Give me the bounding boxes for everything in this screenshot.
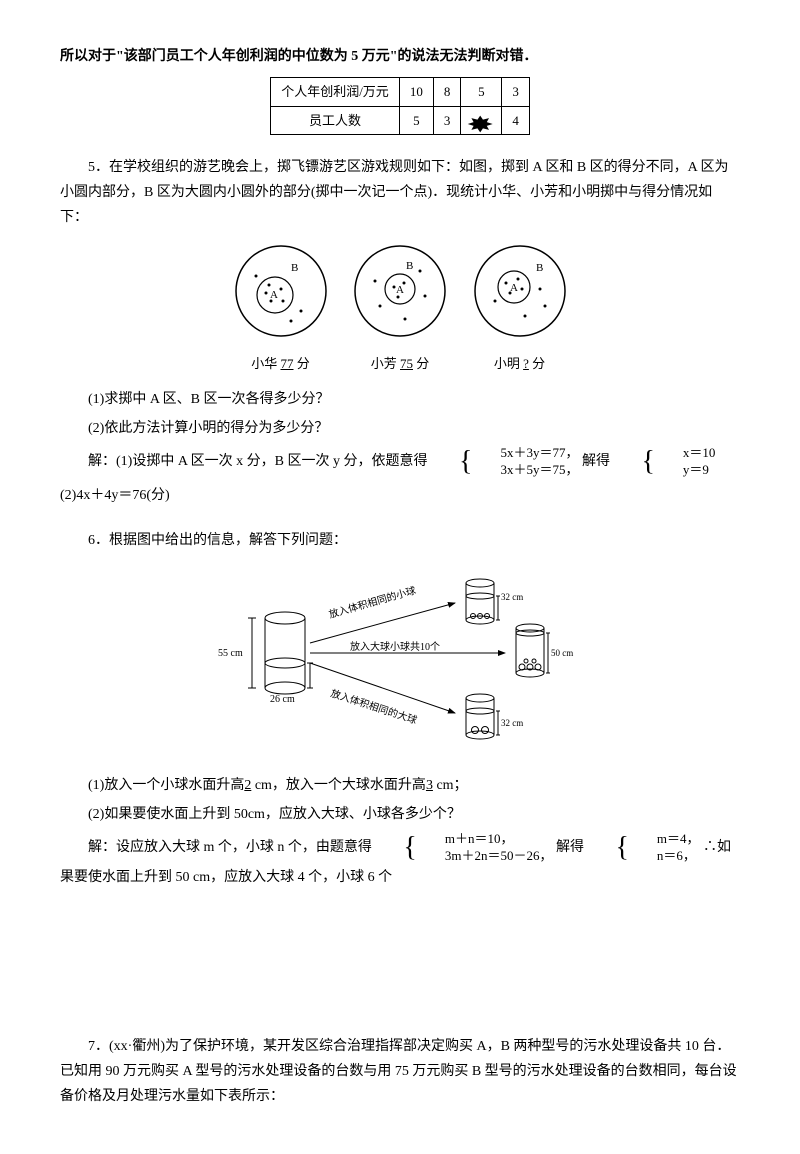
starburst-icon — [471, 111, 491, 125]
fang-score: 75 — [400, 356, 413, 371]
cell-starburst — [461, 106, 502, 134]
cell: 3 — [502, 78, 530, 106]
svg-text:B: B — [536, 262, 543, 274]
svg-text:B: B — [406, 260, 413, 272]
cell: 4 — [502, 106, 530, 134]
svg-text:A: A — [396, 284, 404, 296]
q6-sub1: (1)放入一个小球水面升高2 cm，放入一个大球水面升高3 cm； — [60, 773, 740, 798]
solution-set: { x＝10 y＝9 — [613, 445, 715, 479]
cell: 5 — [461, 78, 502, 106]
svg-text:55 cm: 55 cm — [218, 648, 243, 659]
svg-text:50 cm: 50 cm — [551, 648, 573, 658]
q5-text: 5．在学校组织的游艺晚会上，掷飞镖游艺区游戏规则如下：如图，掷到 A 区和 B … — [60, 155, 740, 231]
cell: 8 — [433, 78, 461, 106]
hua-score: 77 — [281, 356, 294, 371]
profit-table: 个人年创利润/万元 10 8 5 3 员工人数 5 3 4 — [270, 77, 530, 135]
dartboard-fang: A B — [350, 241, 450, 341]
solution-set: { m＝4， n＝6， — [587, 831, 699, 865]
q6-text: 6．根据图中给出的信息，解答下列问题： — [60, 528, 740, 553]
blank-big-ball: 3 — [426, 778, 433, 793]
cell: 5 — [399, 106, 433, 134]
table-row: 员工人数 5 3 4 — [271, 106, 530, 134]
hua-name: 小华 — [251, 356, 277, 371]
svg-text:32 cm: 32 cm — [501, 592, 523, 602]
blank-small-ball: 2 — [244, 778, 251, 793]
dartboard-ming: A B — [470, 241, 570, 341]
q7-text: 7．(xx·衢州)为了保护环境，某开发区综合治理指挥部决定购买 A，B 两种型号… — [60, 1034, 740, 1110]
svg-text:B: B — [291, 262, 298, 274]
q5-sub1: (1)求掷中 A 区、B 区一次各得多少分？ — [60, 387, 740, 412]
equation-system: { 5x＋3y＝77， 3x＋5y＝75， — [431, 445, 578, 479]
fang-name: 小芳 — [371, 356, 397, 371]
cell: 10 — [399, 78, 433, 106]
svg-text:放入体积相同的小球: 放入体积相同的小球 — [327, 584, 417, 621]
svg-text:A: A — [270, 289, 278, 301]
svg-text:放入大球小球共10个: 放入大球小球共10个 — [350, 640, 440, 653]
svg-text:26 cm: 26 cm — [270, 694, 295, 705]
q6-solution: 解：设应放入大球 m 个，小球 n 个，由题意得 { m＋n＝10， 3m＋2n… — [60, 831, 740, 890]
cell: 员工人数 — [271, 106, 400, 134]
svg-text:放入体积相同的大球: 放入体积相同的大球 — [329, 687, 419, 727]
ming-score: ? — [523, 356, 529, 371]
table-row: 个人年创利润/万元 10 8 5 3 — [271, 78, 530, 106]
q5-solution2: (2)4x＋4y＝76(分) — [60, 483, 740, 508]
q5-sub2: (2)依此方法计算小明的得分为多少分？ — [60, 416, 740, 441]
dartboard-hua: A B — [231, 241, 331, 341]
cell: 3 — [433, 106, 461, 134]
q5-solution1: 解：(1)设掷中 A 区一次 x 分，B 区一次 y 分，依题意得 { 5x＋3… — [60, 445, 740, 479]
intro-line: 所以对于"该部门员工个人年创利润的中位数为 5 万元"的说法无法判断对错． — [60, 44, 740, 69]
ming-name: 小明 — [494, 356, 520, 371]
dartboard-diagrams: A B 小华 77 分 A B 小芳 7 — [60, 241, 740, 377]
q6-sub2: (2)如果要使水面上升到 50cm，应放入大球、小球各多少个？ — [60, 802, 740, 827]
svg-text:32 cm: 32 cm — [501, 718, 523, 728]
equation-system: { m＋n＝10， 3m＋2n＝50－26， — [375, 831, 552, 865]
cell: 个人年创利润/万元 — [271, 78, 400, 106]
beaker-diagram: 55 cm 26 cm 放入体积相同的小球 放入大球小球共10个 放入体积相同的… — [60, 568, 740, 757]
